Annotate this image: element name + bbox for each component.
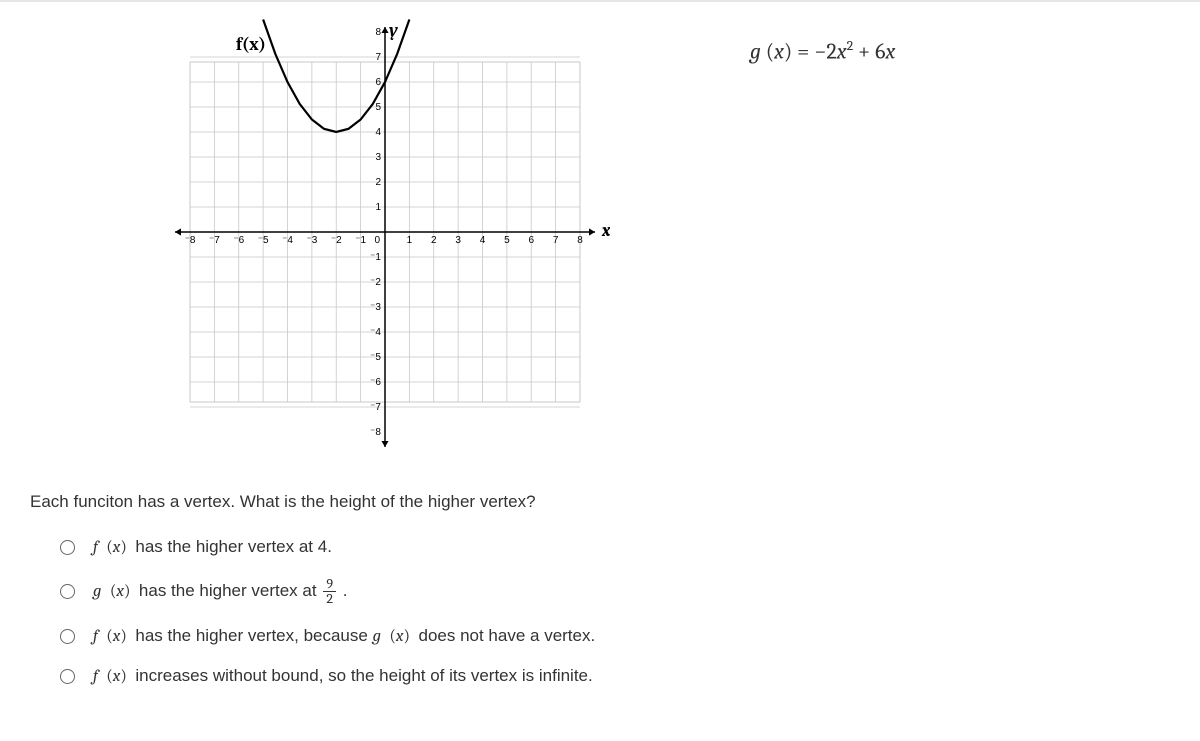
svg-text:⁻8: ⁻8: [185, 235, 196, 246]
svg-text:2: 2: [431, 235, 437, 246]
svg-text:6: 6: [528, 235, 534, 246]
svg-text:f(x): f(x): [236, 34, 266, 55]
svg-text:1: 1: [407, 235, 413, 246]
svg-text:4: 4: [375, 127, 381, 138]
radio-icon[interactable]: [60, 669, 75, 684]
option-a[interactable]: f (x) has the higher vertex at 4.: [60, 537, 1200, 557]
svg-text:3: 3: [375, 152, 381, 163]
option-b[interactable]: g (x) has the higher vertex at 92 .: [60, 577, 1200, 606]
radio-icon[interactable]: [60, 629, 75, 644]
svg-text:⁻5: ⁻5: [258, 235, 269, 246]
svg-text:⁻7: ⁻7: [209, 235, 220, 246]
svg-text:⁻2: ⁻2: [331, 235, 342, 246]
radio-icon[interactable]: [60, 584, 75, 599]
svg-text:5: 5: [375, 102, 381, 113]
radio-icon[interactable]: [60, 540, 75, 555]
svg-text:⁻3: ⁻3: [306, 235, 317, 246]
graph-fx: ⁻8 ⁻7 ⁻6 ⁻5 ⁻4 ⁻3 ⁻2 ⁻1 0 1 2 3 4 5 6 7 8 8 7 6 5 4 3 2 1 ⁻1 ⁻2 ⁻3 ⁻…: [160, 12, 610, 452]
svg-text:⁻2: ⁻2: [370, 277, 381, 288]
svg-text:⁻8: ⁻8: [370, 427, 381, 438]
svg-text:5: 5: [504, 235, 510, 246]
svg-text:x: x: [601, 220, 610, 241]
svg-text:0: 0: [374, 235, 380, 246]
svg-text:⁻5: ⁻5: [370, 352, 381, 363]
svg-text:⁻4: ⁻4: [282, 235, 293, 246]
svg-text:⁻6: ⁻6: [233, 235, 244, 246]
svg-text:⁻3: ⁻3: [370, 302, 381, 313]
svg-text:6: 6: [375, 77, 381, 88]
svg-text:8: 8: [375, 27, 381, 38]
svg-text:7: 7: [553, 235, 559, 246]
svg-text:4: 4: [480, 235, 486, 246]
svg-text:1: 1: [375, 202, 381, 213]
equation-gx: g (x) = −2x2 + 6x: [750, 37, 895, 64]
option-c[interactable]: f (x) has the higher vertex, because g (…: [60, 626, 1200, 646]
options-list: f (x) has the higher vertex at 4. g (x) …: [0, 537, 1200, 686]
svg-text:3: 3: [455, 235, 461, 246]
svg-text:8: 8: [577, 235, 583, 246]
svg-text:y: y: [388, 20, 398, 41]
svg-text:⁻1: ⁻1: [370, 252, 381, 263]
graph-svg: ⁻8 ⁻7 ⁻6 ⁻5 ⁻4 ⁻3 ⁻2 ⁻1 0 1 2 3 4 5 6 7 8 8 7 6 5 4 3 2 1 ⁻1 ⁻2 ⁻3 ⁻…: [160, 12, 610, 452]
question-text: Each funciton has a vertex. What is the …: [0, 492, 1200, 512]
svg-text:⁻6: ⁻6: [370, 377, 381, 388]
svg-text:⁻7: ⁻7: [370, 402, 381, 413]
option-d[interactable]: f (x) increases without bound, so the he…: [60, 666, 1200, 686]
svg-text:7: 7: [375, 52, 381, 63]
svg-text:⁻1: ⁻1: [355, 235, 366, 246]
svg-text:⁻4: ⁻4: [370, 327, 381, 338]
svg-text:2: 2: [375, 177, 381, 188]
